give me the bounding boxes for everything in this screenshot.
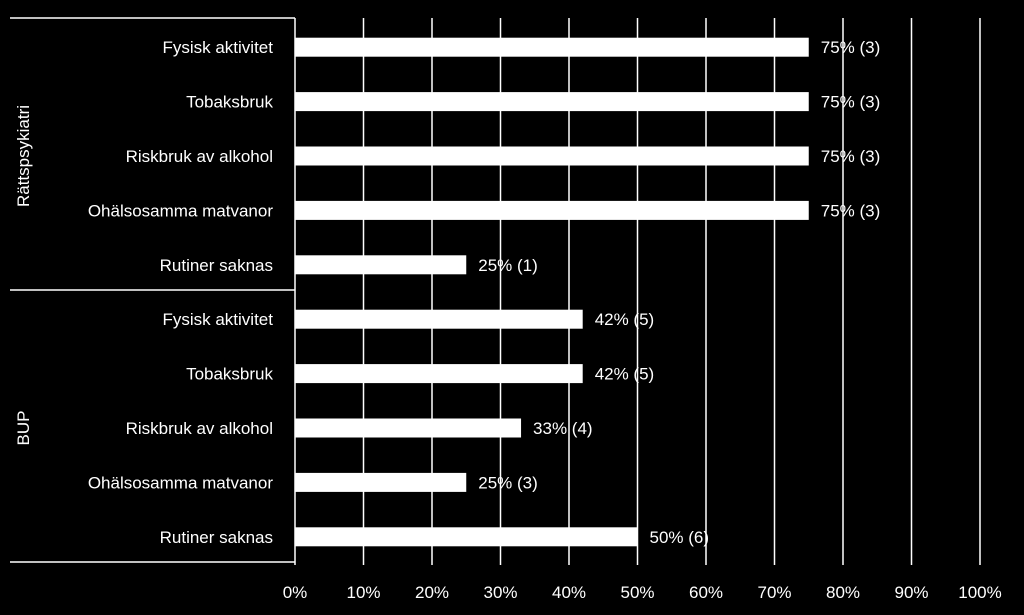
- x-tick-label: 80%: [826, 583, 860, 602]
- x-tick-label: 50%: [620, 583, 654, 602]
- category-label: Tobaksbruk: [186, 93, 273, 112]
- bar: [295, 92, 809, 112]
- x-tick-label: 90%: [894, 583, 928, 602]
- bar: [295, 255, 467, 275]
- category-label: Ohälsosamma matvanor: [88, 201, 274, 220]
- data-label: 25% (1): [478, 256, 538, 275]
- group-label: BUP: [14, 411, 33, 446]
- category-label: Riskbruk av alkohol: [126, 419, 273, 438]
- data-label: 33% (4): [533, 419, 593, 438]
- bar: [295, 146, 809, 166]
- axes: 0% 10% 20% 30% 40% 50% 60% 70% 80% 90% 100% Rättsps…: [10, 17, 1002, 602]
- category-label: Tobaksbruk: [186, 365, 273, 384]
- x-tick-label: 10%: [346, 583, 380, 602]
- x-tick-label: 70%: [757, 583, 791, 602]
- data-label: 75% (3): [821, 147, 881, 166]
- category-label: Rutiner saknas: [160, 528, 273, 547]
- group-label: Rättspsykiatri: [14, 105, 33, 207]
- bar: [295, 200, 809, 220]
- x-tick-label: 30%: [483, 583, 517, 602]
- category-label: Riskbruk av alkohol: [126, 147, 273, 166]
- bar: [295, 527, 638, 547]
- data-label: 42% (5): [595, 310, 655, 329]
- data-label: 42% (5): [595, 365, 655, 384]
- bar: [295, 472, 467, 492]
- x-tick-label: 100%: [958, 583, 1001, 602]
- bar: [295, 364, 583, 384]
- category-label: Rutiner saknas: [160, 256, 273, 275]
- category-label: Fysisk aktivitet: [162, 38, 273, 57]
- category-label: Fysisk aktivitet: [162, 310, 273, 329]
- data-label: 75% (3): [821, 93, 881, 112]
- bar: [295, 309, 583, 329]
- data-labels: Fysisk aktivitet 75% (3) Tobaksbruk 75% (3)…: [88, 38, 880, 547]
- x-tick-label: 20%: [415, 583, 449, 602]
- data-label: 75% (3): [821, 38, 881, 57]
- x-tick-label: 0%: [283, 583, 308, 602]
- bar: [295, 418, 522, 438]
- data-label: 25% (3): [478, 473, 538, 492]
- data-label: 75% (3): [821, 201, 881, 220]
- data-label: 50% (6): [650, 528, 710, 547]
- category-label: Ohälsosamma matvanor: [88, 473, 274, 492]
- bars: [295, 37, 809, 547]
- x-tick-label: 60%: [689, 583, 723, 602]
- x-tick-label: 40%: [552, 583, 586, 602]
- bar: [295, 37, 809, 57]
